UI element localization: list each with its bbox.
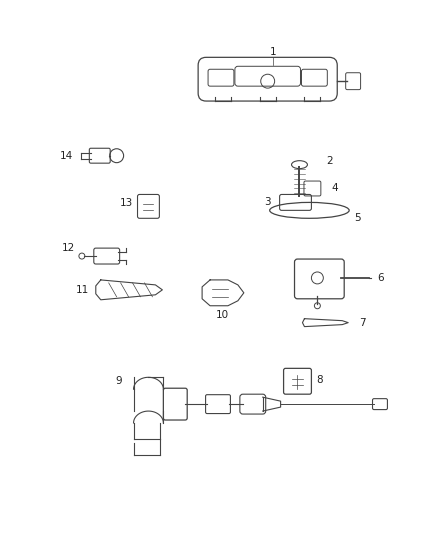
- Text: 6: 6: [378, 273, 384, 283]
- Text: 7: 7: [359, 318, 365, 328]
- Text: 12: 12: [61, 243, 74, 253]
- Text: 10: 10: [215, 310, 229, 320]
- Text: 13: 13: [120, 198, 133, 208]
- Text: 11: 11: [76, 285, 89, 295]
- Text: 5: 5: [354, 213, 360, 223]
- Text: 4: 4: [331, 183, 338, 193]
- Text: 8: 8: [316, 375, 323, 385]
- Text: 2: 2: [326, 156, 332, 166]
- Text: 14: 14: [60, 151, 73, 161]
- Text: 3: 3: [265, 197, 271, 207]
- Text: 1: 1: [269, 47, 276, 58]
- Text: 9: 9: [115, 376, 122, 386]
